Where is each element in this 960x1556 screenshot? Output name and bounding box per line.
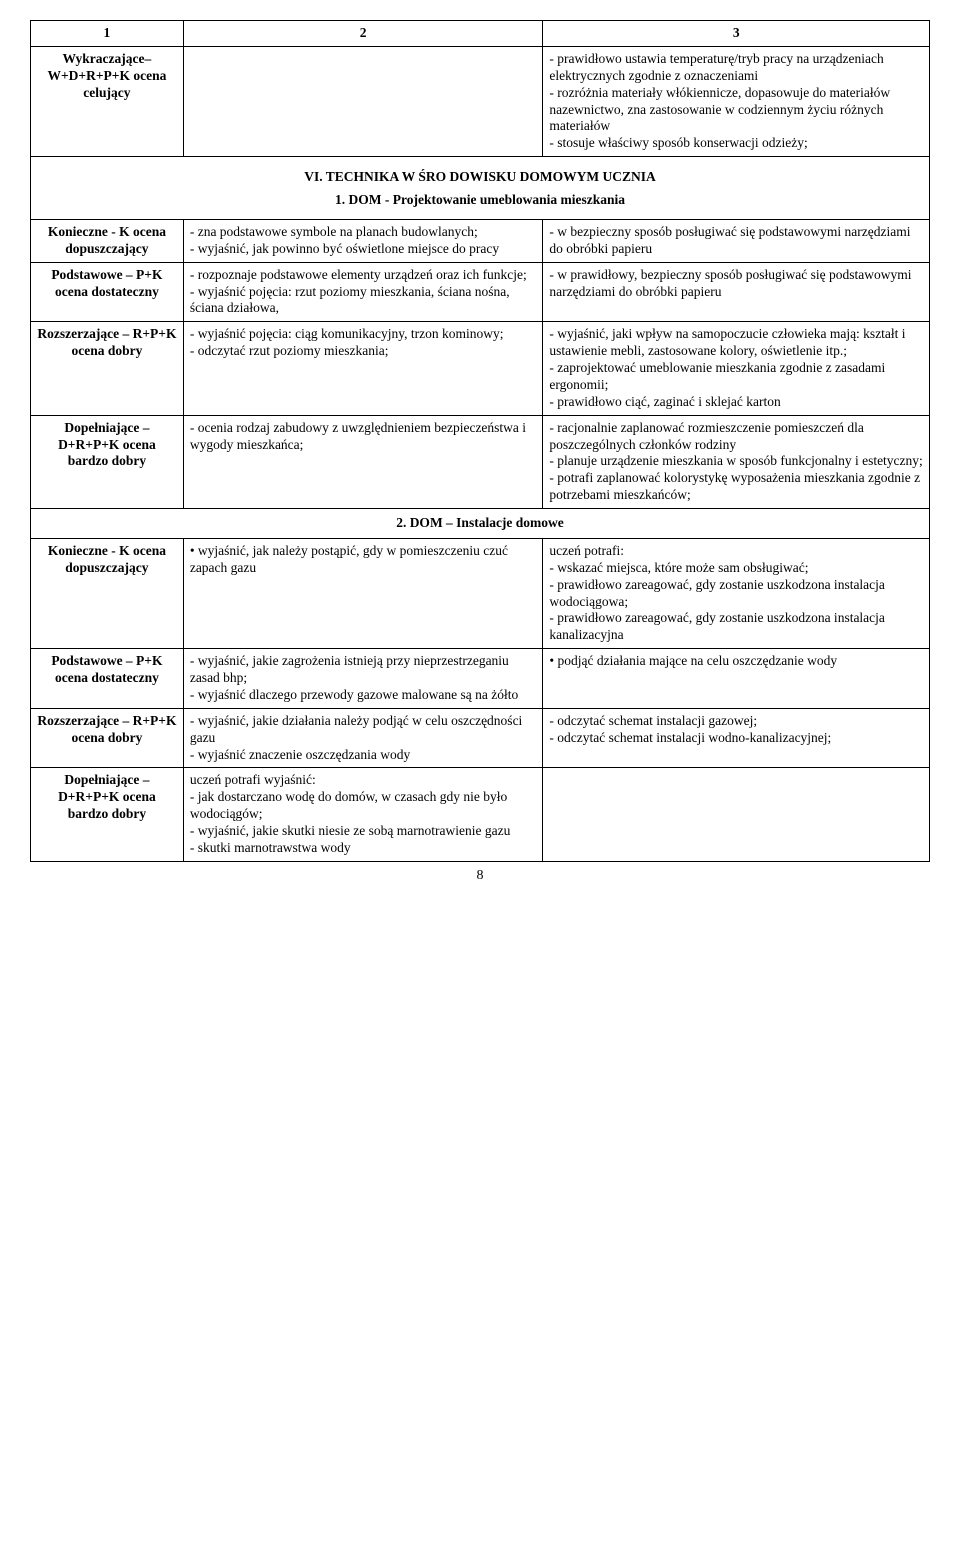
- label-wykraczajace: Wykraczające– W+D+R+P+K ocena celujący: [31, 46, 184, 156]
- row-wykraczajace: Wykraczające– W+D+R+P+K ocena celujący -…: [31, 46, 930, 156]
- cell-r5c2: - ocenia rodzaj zabudowy z uwzględnienie…: [183, 415, 543, 508]
- cell-r9c3: [543, 768, 930, 861]
- cell-empty: [183, 46, 543, 156]
- cell-r8c2: - wyjaśnić, jakie działania należy podją…: [183, 708, 543, 768]
- cell-r3c3: - w prawidłowy, bezpieczny sposób posług…: [543, 262, 930, 322]
- page-number: 8: [30, 868, 930, 884]
- header-row: 1 2 3: [31, 21, 930, 47]
- label-konieczne-2: Konieczne - K ocena dopuszczający: [31, 538, 184, 648]
- label-rozszerzajace-2: Rozszerzające – R+P+Kocena dobry: [31, 708, 184, 768]
- label-konieczne-1: Konieczne - K ocena dopuszczający: [31, 219, 184, 262]
- cell-r9c2: uczeń potrafi wyjaśnić:- jak dostarczano…: [183, 768, 543, 861]
- row-dopelniajace-1: Dopełniające – D+R+P+K ocena bardzo dobr…: [31, 415, 930, 508]
- section-6-2-row: 2. DOM – Instalacje domowe: [31, 509, 930, 539]
- cell-r8c3: - odczytać schemat instalacji gazowej;- …: [543, 708, 930, 768]
- cell-r7c3: • podjąć działania mające na celu oszczę…: [543, 649, 930, 709]
- label-dopelniajace-2: Dopełniające – D+R+P+K ocena bardzo dobr…: [31, 768, 184, 861]
- row-podstawowe-2: Podstawowe – P+K ocena dostateczny - wyj…: [31, 649, 930, 709]
- row-dopelniajace-2: Dopełniające – D+R+P+K ocena bardzo dobr…: [31, 768, 930, 861]
- row-konieczne-1: Konieczne - K ocena dopuszczający - zna …: [31, 219, 930, 262]
- cell-r2c2: - zna podstawowe symbole na planach budo…: [183, 219, 543, 262]
- row-podstawowe-1: Podstawowe – P+K ocena dostateczny - roz…: [31, 262, 930, 322]
- label-podstawowe-1: Podstawowe – P+K ocena dostateczny: [31, 262, 184, 322]
- cell-r1c3: - prawidłowo ustawia temperaturę/tryb pr…: [543, 46, 930, 156]
- row-rozszerzajace-2: Rozszerzające – R+P+Kocena dobry - wyjaś…: [31, 708, 930, 768]
- section-6-title: VI. TECHNIKA W ŚRO DOWISKU DOMOWYM UCZNI…: [31, 157, 930, 220]
- hdr-1: 1: [31, 21, 184, 47]
- cell-r6c3: uczeń potrafi:- wskazać miejsca, które m…: [543, 538, 930, 648]
- label-rozszerzajace-1: Rozszerzające – R+P+Kocena dobry: [31, 322, 184, 415]
- cell-r7c2: - wyjaśnić, jakie zagrożenia istnieją pr…: [183, 649, 543, 709]
- cell-r5c3: - racjonalnie zaplanować rozmieszczenie …: [543, 415, 930, 508]
- section-6-row: VI. TECHNIKA W ŚRO DOWISKU DOMOWYM UCZNI…: [31, 157, 930, 220]
- row-rozszerzajace-1: Rozszerzające – R+P+Kocena dobry - wyjaś…: [31, 322, 930, 415]
- cell-r3c2: - rozpoznaje podstawowe elementy urządze…: [183, 262, 543, 322]
- cell-r6c2: • wyjaśnić, jak należy postąpić, gdy w p…: [183, 538, 543, 648]
- cell-r4c3: - wyjaśnić, jaki wpływ na samopoczucie c…: [543, 322, 930, 415]
- label-podstawowe-2: Podstawowe – P+K ocena dostateczny: [31, 649, 184, 709]
- document-table: 1 2 3 Wykraczające– W+D+R+P+K ocena celu…: [30, 20, 930, 862]
- row-konieczne-2: Konieczne - K ocena dopuszczający • wyja…: [31, 538, 930, 648]
- hdr-2: 2: [183, 21, 543, 47]
- cell-r2c3: - w bezpieczny sposób posługiwać się pod…: [543, 219, 930, 262]
- section-6-2-title: 2. DOM – Instalacje domowe: [31, 509, 930, 539]
- cell-r4c2: - wyjaśnić pojęcia: ciąg komunikacyjny, …: [183, 322, 543, 415]
- hdr-3: 3: [543, 21, 930, 47]
- label-dopelniajace-1: Dopełniające – D+R+P+K ocena bardzo dobr…: [31, 415, 184, 508]
